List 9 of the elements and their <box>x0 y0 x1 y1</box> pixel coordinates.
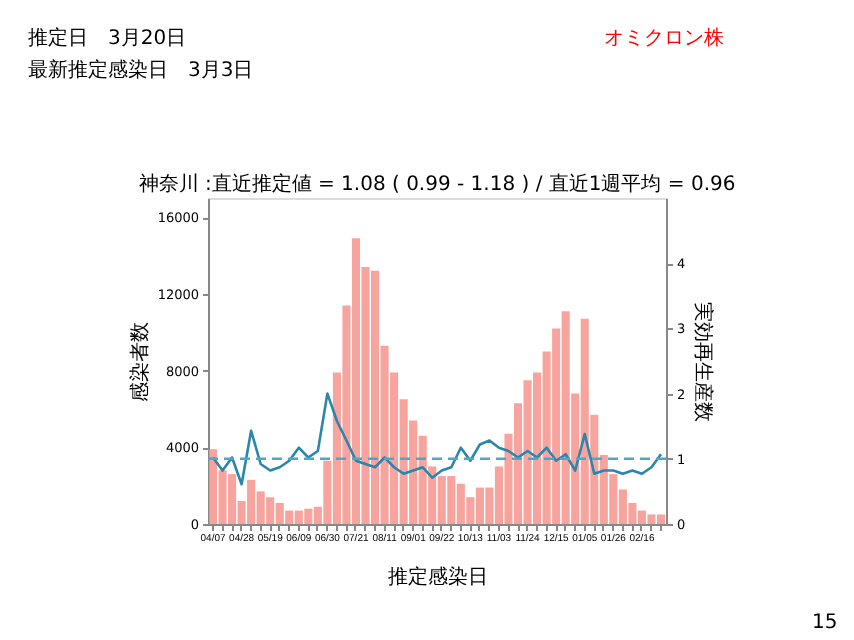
text: 15 <box>812 612 838 634</box>
chart-title: 神奈川 :直近推定値 = 1.08 ( 0.99 - 1.18 ) / 直近1週平均 = 0.96 <box>138 172 736 196</box>
text: オミクロン株 <box>604 26 724 50</box>
text: 推定日 3月20日 <box>28 26 187 50</box>
text: 最新推定感染日 3月3日 <box>28 58 254 82</box>
y-axis-title: 感染者数 <box>127 322 152 402</box>
y2-axis-title: 実効再生産数 <box>691 302 716 422</box>
x-axis-title: 推定感染日 <box>388 565 488 589</box>
line-series <box>211 392 663 486</box>
